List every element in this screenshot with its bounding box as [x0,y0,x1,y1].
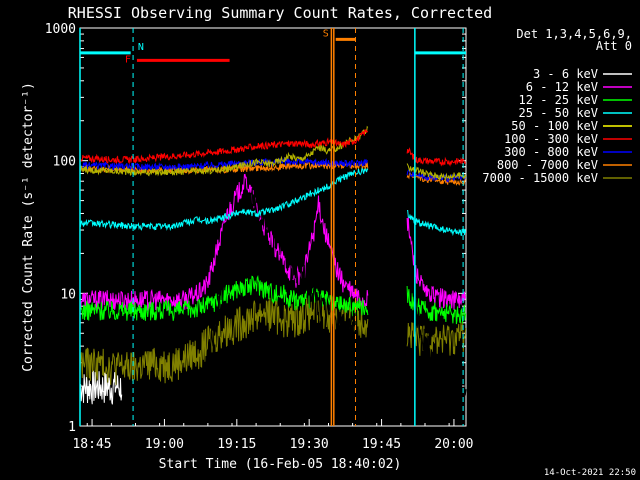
x-tick-label-0: 18:45 [72,437,111,452]
x-tick-label-1: 19:00 [145,437,184,452]
flag-label-2: S [323,28,329,39]
y-tick-label-3: 1000 [45,22,76,37]
x-tick-label-3: 19:30 [290,437,329,452]
series-5-trace [79,129,467,167]
flag-bars: NF S [80,28,466,65]
x-tick-label-5: 20:00 [434,437,473,452]
series-layer [79,125,467,405]
attenuator-lines [79,28,464,426]
series-0-trace [79,370,123,405]
y-tick-label-2: 100 [53,155,76,170]
y-tick-label-0: 1 [68,420,76,435]
x-tick-label-2: 19:15 [217,437,256,452]
y-tick-label-1: 10 [60,287,76,302]
flag-label-1: F [125,54,131,65]
legend-label-8: 7000 - 15000 keV [482,171,598,185]
legend-label-4: 50 - 100 keV [511,119,598,133]
legend-header-line1: Det 1,3,4,5,6,9, [516,27,632,41]
legend-label-7: 800 - 7000 keV [497,158,598,172]
x-axis-label: Start Time (16-Feb-05 18:40:02) [159,457,402,472]
series-4-trace [79,125,467,182]
flag-label-0: N [138,42,144,53]
series-3-trace [79,166,467,237]
x-axis-ticks: 18:45 19:00 19:15 19:30 19:45 20:00 [72,419,474,452]
x-tick-label-4: 19:45 [362,437,401,452]
legend-label-5: 100 - 300 keV [504,132,598,146]
legend-label-0: 3 - 6 keV [533,67,598,81]
timestamp: 14-Oct-2021 22:50 [544,468,636,478]
legend-label-6: 300 - 800 keV [504,145,598,159]
y-axis-label: Corrected Count Rate (s⁻¹ detector⁻¹) [21,82,36,372]
legend-label-3: 25 - 50 keV [519,106,598,120]
series-6-trace [79,157,466,183]
legend-label-1: 6 - 12 keV [526,80,598,94]
legend-header-line2: Att 0 [596,39,632,53]
legend-label-2: 12 - 25 keV [519,93,598,107]
chart-title: RHESSI Observing Summary Count Rates, Co… [68,4,492,22]
